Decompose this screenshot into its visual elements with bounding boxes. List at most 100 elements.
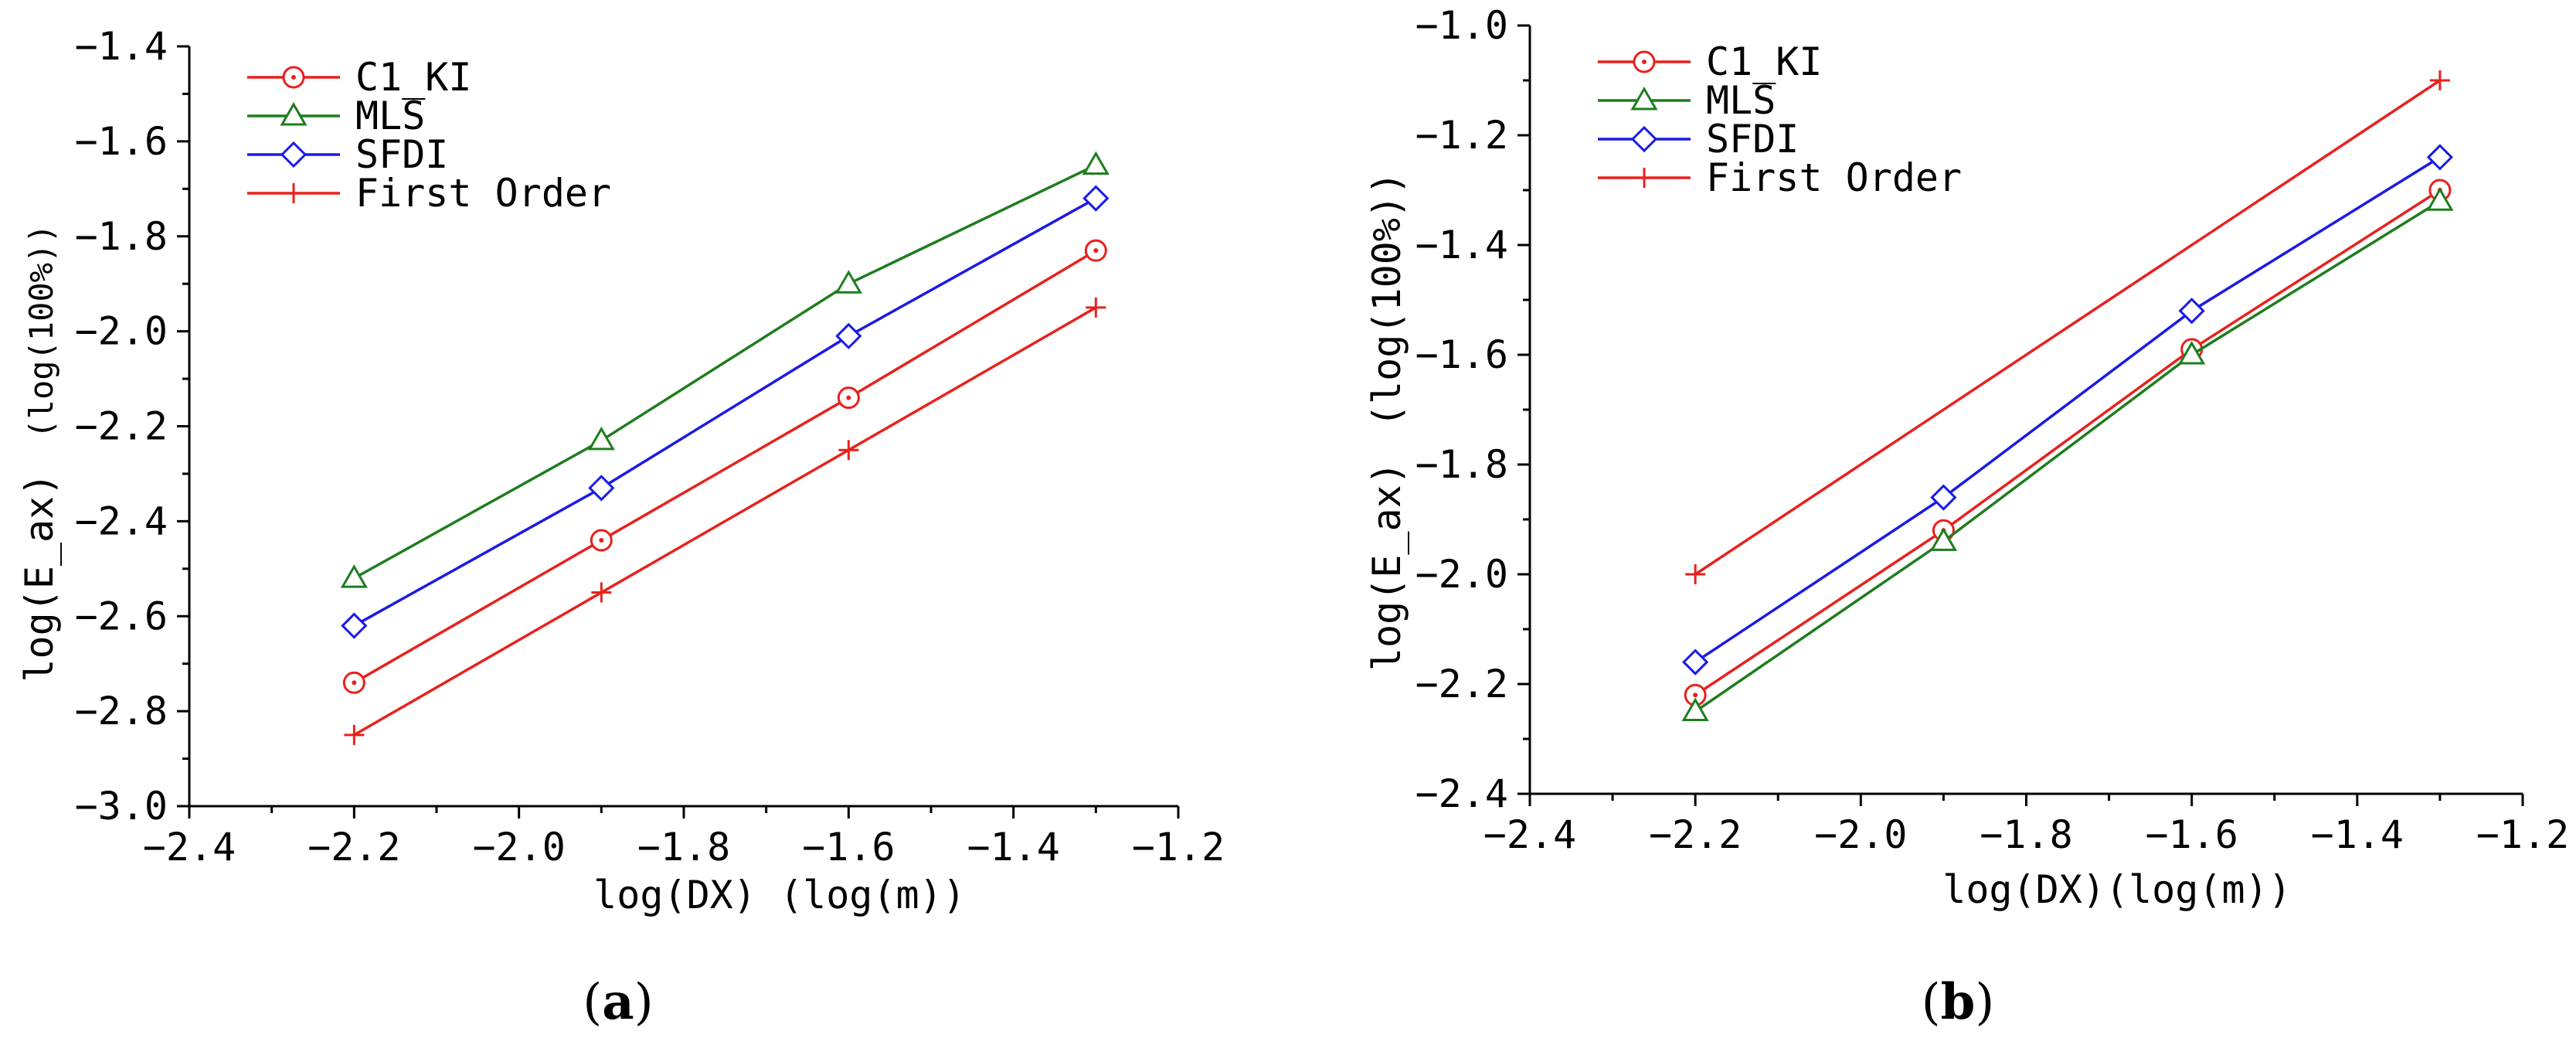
- series-c1-ki-b: [1684, 179, 2452, 706]
- series-line-b: [1694, 199, 2441, 713]
- data-point-b: [1682, 648, 1709, 676]
- data-point-b: [1930, 484, 1957, 511]
- series-line-b: [1694, 79, 2441, 576]
- data-point-a: [342, 671, 365, 694]
- y-axis-title-main-a: log(E_ax): [17, 473, 62, 682]
- axes-b: −2.4 −2.2 −2.0 −1.8 −1.6 −1.4 −1.2 −2.4 −2.2 −2.0…: [1415, 3, 2570, 857]
- legend-label: SFDI: [355, 132, 448, 177]
- data-point-a: [341, 612, 368, 639]
- data-point-a: [340, 564, 368, 588]
- data-point-a: [838, 440, 859, 461]
- x-tick-label-b: −2.4: [1483, 812, 1576, 857]
- legend-marker: [282, 66, 305, 89]
- axes-a: −2.4 −2.2 −2.0 −1.8 −1.6 −1.4 −1.2 −3.0 −2.8 −2.6…: [75, 24, 1225, 870]
- x-tick-label-a: −2.2: [308, 825, 400, 870]
- legend-label: MLS: [1706, 78, 1776, 123]
- legend-item-b: MLS: [1598, 78, 1776, 123]
- legend-item-a: SFDI: [247, 132, 448, 177]
- series-mls-a: [340, 151, 1110, 588]
- data-point-b: [1681, 697, 1709, 721]
- data-point-a: [837, 386, 860, 410]
- legend-item-b: SFDI: [1598, 117, 1799, 162]
- legend-item-a: C1_KI: [247, 55, 472, 100]
- chart-panel-b: −2.4 −2.2 −2.0 −1.8 −1.6 −1.4 −1.2 −2.4 −2.2 −2.0…: [1364, 3, 2569, 1031]
- series-line-b: [1694, 189, 2441, 696]
- y-tick-label-b: −1.6: [1415, 332, 1508, 377]
- legend-marker: [284, 183, 304, 203]
- y-tick-label-b: −1.8: [1415, 442, 1508, 487]
- data-point-a: [344, 724, 365, 745]
- x-tick-label-a: −2.4: [143, 825, 236, 870]
- data-point-b: [2429, 70, 2450, 90]
- series-mls-b: [1681, 187, 2454, 721]
- x-tick-label-b: −1.8: [1980, 812, 2072, 857]
- y-axis-title-unit-a: (log(100%)): [22, 223, 60, 438]
- legend-label: SFDI: [1706, 117, 1799, 162]
- y-tick-label-b: −2.2: [1415, 662, 1508, 706]
- legend-label: First Order: [355, 171, 611, 216]
- y-axis-title-b: log(E_ax) (log(100%)): [1364, 172, 1409, 671]
- legend-marker: [1630, 125, 1658, 153]
- y-tick-label-b: −1.0: [1415, 3, 1508, 48]
- legend-label: MLS: [355, 94, 425, 138]
- data-point-b: [1929, 527, 1958, 551]
- x-tick-label-a: −1.4: [967, 825, 1059, 870]
- x-tick-label-a: −1.2: [1132, 825, 1225, 870]
- y-tick-label-a: −1.8: [75, 214, 168, 259]
- legend-marker: [280, 101, 308, 126]
- series-line-b: [1694, 155, 2441, 664]
- x-tick-label-b: −2.2: [1649, 812, 1742, 857]
- x-tick-label-a: −2.0: [472, 825, 565, 870]
- series-first-order-a: [344, 297, 1106, 745]
- data-point-a: [588, 475, 615, 502]
- y-tick-label-a: −2.2: [75, 404, 168, 449]
- series-line-a: [353, 306, 1097, 737]
- y-tick-label-b: −1.4: [1415, 223, 1508, 267]
- y-tick-label-a: −3.0: [75, 784, 168, 829]
- x-tick-label-a: −1.8: [637, 825, 730, 870]
- data-point-b: [2178, 340, 2206, 365]
- data-point-a: [591, 582, 612, 603]
- data-point-b: [1685, 564, 1706, 584]
- y-tick-label-a: −2.0: [75, 309, 168, 354]
- caption-b: (b): [1922, 973, 1995, 1031]
- legend-item-a: First Order: [247, 171, 611, 216]
- data-point-a: [590, 529, 613, 552]
- x-axis-title-b: log(DX)(log(m)): [1942, 867, 2292, 912]
- y-tick-label-a: −2.4: [75, 499, 168, 543]
- caption-letter-b: b: [1941, 973, 1976, 1031]
- data-point-b: [2178, 298, 2205, 325]
- caption-a: (a): [583, 973, 653, 1031]
- y-tick-label-b: −1.2: [1415, 113, 1508, 158]
- data-point-a: [834, 270, 862, 294]
- data-point-a: [1082, 185, 1110, 212]
- data-point-a: [1086, 297, 1106, 318]
- x-axis-title-a: log(DX) (log(m)): [593, 873, 966, 917]
- series-line-a: [353, 197, 1097, 628]
- y-tick-label-b: −2.0: [1415, 552, 1508, 597]
- y-tick-label-a: −2.8: [75, 689, 168, 734]
- legend-item-b: C1_KI: [1598, 39, 1823, 84]
- data-point-a: [1084, 239, 1107, 262]
- series-line-a: [353, 249, 1097, 684]
- chart-panel-a: −2.4 −2.2 −2.0 −1.8 −1.6 −1.4 −1.2 −3.0 −2.8 −2.6…: [17, 24, 1225, 1031]
- data-point-b: [1684, 683, 1707, 706]
- series-sfdi-b: [1682, 144, 2454, 676]
- x-tick-label-b: −1.2: [2476, 812, 2569, 857]
- data-point-b: [2426, 187, 2454, 211]
- series-line-a: [353, 164, 1097, 580]
- x-tick-label-a: −1.6: [802, 825, 895, 870]
- y-tick-label-a: −2.6: [75, 594, 168, 638]
- legend-item-a: MLS: [247, 94, 425, 138]
- legend-label: First Order: [1706, 155, 1962, 200]
- y-axis-title-unit-b: (log(100%)): [1364, 172, 1409, 427]
- series-layer-a: [340, 151, 1110, 745]
- y-axis-title-main-b: log(E_ax): [1364, 461, 1409, 671]
- caption-letter-a: a: [602, 973, 634, 1031]
- legend-label: C1_KI: [355, 55, 472, 100]
- series-layer-b: [1681, 70, 2454, 721]
- legend-marker: [280, 141, 308, 168]
- legend-item-b: First Order: [1598, 155, 1962, 200]
- series-c1-ki-a: [342, 239, 1107, 694]
